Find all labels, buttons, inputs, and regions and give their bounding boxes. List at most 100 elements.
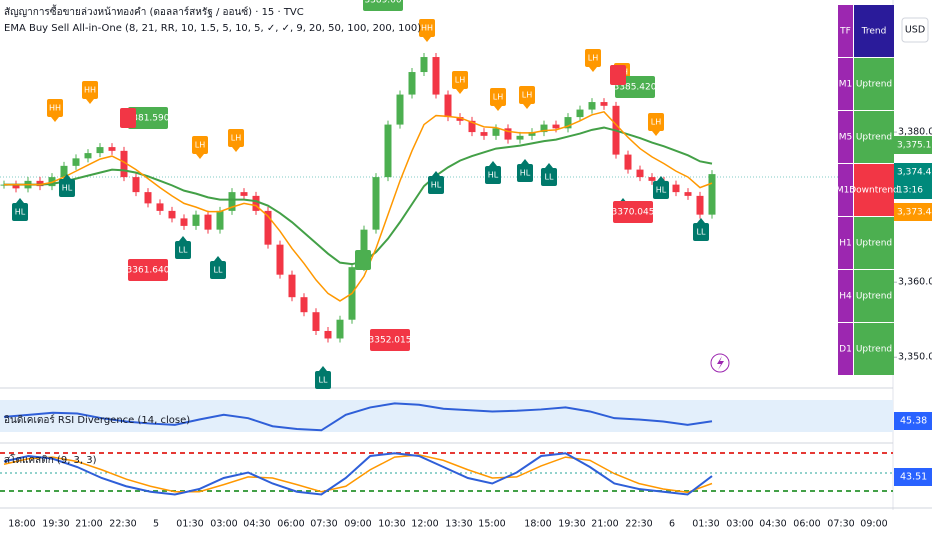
table-cell — [838, 217, 853, 269]
swing-label-pointer — [63, 174, 71, 179]
candle — [444, 94, 452, 118]
swing-label-box — [648, 113, 664, 131]
price-label-box — [363, 0, 403, 11]
x-tick-label: 6 — [669, 519, 675, 530]
price-label: 3381.590 — [127, 114, 170, 124]
signal-marker — [120, 108, 136, 128]
x-tick-label: 21:00 — [75, 519, 102, 530]
table-cell — [838, 111, 853, 163]
swing-label-pointer — [214, 256, 222, 261]
x-tick-label: 03:00 — [726, 519, 753, 530]
candle — [600, 102, 608, 106]
x-tick-label: 04:30 — [759, 519, 786, 530]
stoch-tag-box — [894, 468, 932, 486]
swing-label-pointer — [86, 99, 94, 104]
candle — [492, 128, 500, 136]
swing-label-box — [419, 19, 435, 37]
swing-label-pointer — [196, 154, 204, 159]
table-text: Uptrend — [856, 239, 892, 249]
x-tick-label: 18:00 — [524, 519, 551, 530]
rsi-tag: 45.38 — [900, 416, 927, 427]
table-text: Uptrend — [856, 80, 892, 90]
ema-fast-line — [4, 110, 713, 302]
swing-label-box — [428, 176, 444, 194]
table-cell — [854, 58, 894, 110]
candle — [300, 297, 308, 313]
x-tick-label: 06:00 — [277, 519, 304, 530]
candle — [60, 165, 68, 178]
currency-button[interactable] — [901, 17, 929, 43]
x-tick-label: 09:00 — [860, 519, 887, 530]
x-tick-label: 19:30 — [42, 519, 69, 530]
table-text: Uptrend — [856, 345, 892, 355]
candle — [372, 177, 380, 230]
swing-label: LH — [588, 54, 598, 63]
candle — [456, 117, 464, 121]
candle — [588, 102, 596, 110]
stoch-tag: 43.51 — [900, 472, 927, 483]
y-tick-label: 3,360.000 — [898, 277, 932, 288]
swing-label: LH — [195, 141, 205, 150]
x-tick-label: 07:30 — [310, 519, 337, 530]
x-tick-label: 19:30 — [558, 519, 585, 530]
alert-icon[interactable] — [710, 353, 730, 373]
swing-label-pointer — [51, 117, 59, 122]
candle — [156, 203, 164, 211]
swing-label-box — [175, 241, 191, 259]
price-label: 3352.015 — [369, 336, 412, 346]
candle — [216, 210, 224, 230]
rsi-line — [3, 402, 713, 432]
indicator-title: EMA Buy Sell All-in-One (8, 21, RR, 10, … — [4, 23, 421, 34]
candle — [108, 147, 116, 151]
axis-tag-box — [894, 136, 932, 154]
chart-title: สัญญาการซื้อขายล่วงหน้าทองคำ (ดอลลาร์สหร… — [4, 4, 304, 18]
table-cell — [854, 270, 894, 322]
swing-label-pointer — [489, 161, 497, 166]
x-tick-label: 18:00 — [8, 519, 35, 530]
swing-label-box — [693, 223, 709, 241]
alert-bolt — [717, 356, 724, 370]
swing-label: HH — [84, 86, 96, 95]
candle — [36, 180, 44, 187]
candle — [552, 124, 560, 129]
swing-label-pointer — [16, 198, 24, 203]
candle — [12, 184, 20, 189]
swing-label: LL — [214, 266, 223, 275]
candle — [504, 128, 512, 140]
swing-label: HL — [62, 184, 73, 193]
candle — [396, 94, 404, 125]
candle — [708, 174, 716, 215]
candle — [120, 150, 128, 178]
candle — [180, 218, 188, 226]
axis-tag-box — [894, 181, 932, 199]
swing-label-box — [192, 136, 208, 154]
candle — [144, 192, 152, 204]
currency[interactable]: USD — [905, 25, 925, 36]
x-tick-label: 13:30 — [445, 519, 472, 530]
price-label: 3361.640 — [127, 266, 170, 276]
candle — [228, 192, 236, 211]
swing-label-pointer — [423, 37, 431, 42]
table-text: M15 — [836, 186, 855, 196]
candle — [288, 274, 296, 298]
candle — [204, 214, 212, 230]
axis-tag-box — [894, 203, 932, 221]
table-text: M5 — [839, 133, 853, 143]
swing-label-pointer — [521, 159, 529, 164]
table-cell — [838, 58, 853, 110]
x-tick-label: 22:30 — [109, 519, 136, 530]
table-text: Trend — [861, 27, 887, 37]
price-label-box — [370, 329, 410, 351]
swing-label: LL — [545, 173, 554, 182]
swing-label-box — [519, 86, 535, 104]
swing-label-box — [59, 179, 75, 197]
swing-label-pointer — [432, 171, 440, 176]
swing-label-pointer — [545, 163, 553, 168]
candle — [684, 192, 692, 196]
stoch-d-line — [3, 454, 713, 494]
table-cell — [854, 5, 894, 57]
candle — [528, 132, 536, 136]
swing-label-pointer — [697, 218, 705, 223]
price-label: 3370.045 — [612, 208, 655, 218]
